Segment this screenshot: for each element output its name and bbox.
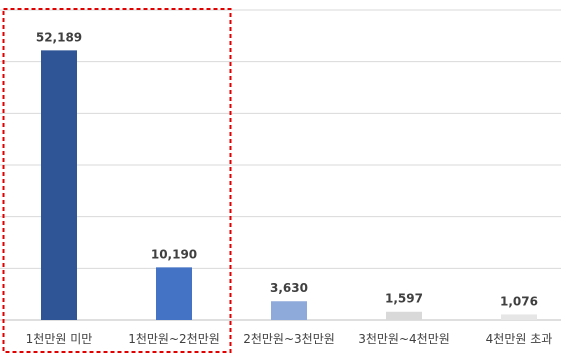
category-labels: 1천만원 미만 1천만원~2천만원 2천만원~3천만원 3천만원~4천만원 4천만원 초…	[26, 331, 553, 346]
data-label: 1,076	[500, 294, 538, 308]
highlight-box	[2, 8, 232, 353]
bar	[386, 311, 422, 320]
data-label: 10,190	[151, 247, 197, 261]
category-label: 1천만원 미만	[26, 331, 93, 346]
bar	[501, 314, 537, 320]
bar	[41, 50, 77, 320]
gridlines	[0, 9, 561, 321]
data-labels: 52,189 10,190 3,630 1,597 1,076	[36, 30, 538, 308]
bar	[271, 301, 307, 320]
category-label: 3천만원~4천만원	[358, 331, 450, 346]
highlight-layer	[2, 8, 232, 353]
category-label: 4천만원 초과	[486, 331, 553, 346]
category-label: 2천만원~3천만원	[243, 331, 335, 346]
data-label: 3,630	[270, 281, 308, 295]
bar	[156, 267, 192, 320]
data-label: 1,597	[385, 292, 423, 306]
data-label: 52,189	[36, 30, 82, 44]
category-label: 1천만원~2천만원	[128, 331, 220, 346]
bars	[41, 50, 537, 320]
